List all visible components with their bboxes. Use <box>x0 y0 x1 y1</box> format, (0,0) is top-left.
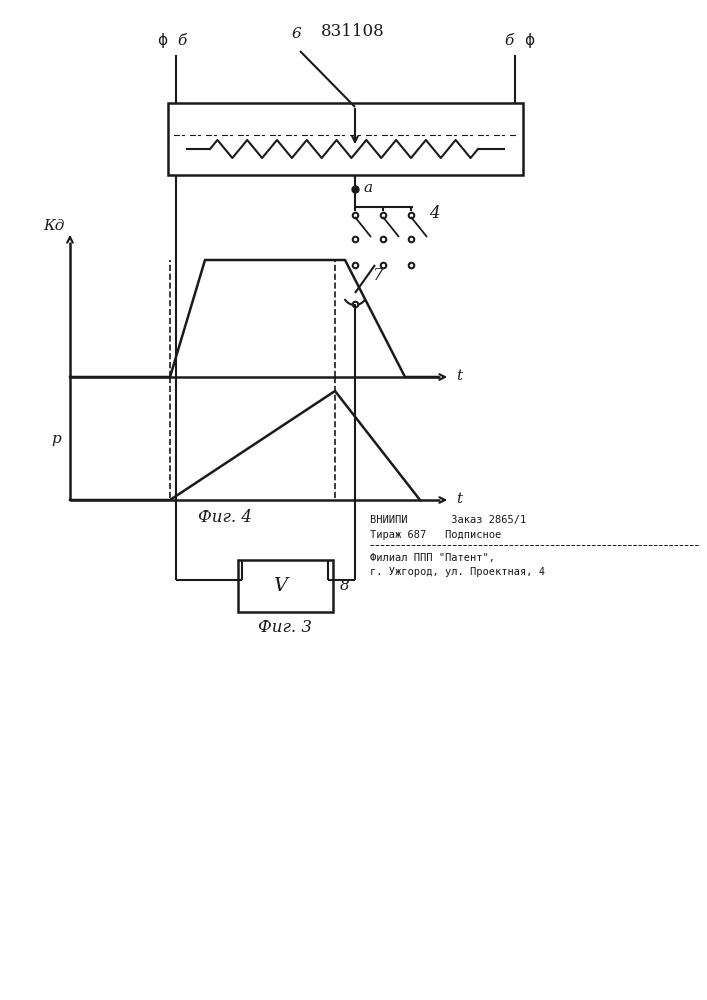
Text: V: V <box>273 577 287 595</box>
Text: б: б <box>504 34 513 48</box>
Text: ϕ: ϕ <box>524 33 534 48</box>
Text: р: р <box>51 432 61 446</box>
Text: t: t <box>456 369 462 383</box>
Text: 8: 8 <box>340 579 350 593</box>
Bar <box>168 103 523 175</box>
Text: 4: 4 <box>429 205 440 222</box>
Bar <box>238 560 333 612</box>
Text: Тираж 687   Подписное: Тираж 687 Подписное <box>370 530 501 540</box>
Text: a: a <box>363 181 372 195</box>
Text: Фиг. 3: Фиг. 3 <box>258 618 312 636</box>
Text: t: t <box>456 492 462 506</box>
Text: 7: 7 <box>373 266 384 284</box>
Text: 6: 6 <box>291 27 301 41</box>
Text: Фиг. 4: Фиг. 4 <box>198 510 252 526</box>
Text: г. Ужгород, ул. Проектная, 4: г. Ужгород, ул. Проектная, 4 <box>370 567 545 577</box>
Text: ϕ: ϕ <box>157 33 167 48</box>
Text: б: б <box>177 34 187 48</box>
Text: Кд: Кд <box>44 219 65 233</box>
Text: 831108: 831108 <box>321 23 385 40</box>
Text: Филиал ППП "Патент",: Филиал ППП "Патент", <box>370 553 495 563</box>
Text: ВНИИПИ       Заказ 2865/1: ВНИИПИ Заказ 2865/1 <box>370 515 526 525</box>
